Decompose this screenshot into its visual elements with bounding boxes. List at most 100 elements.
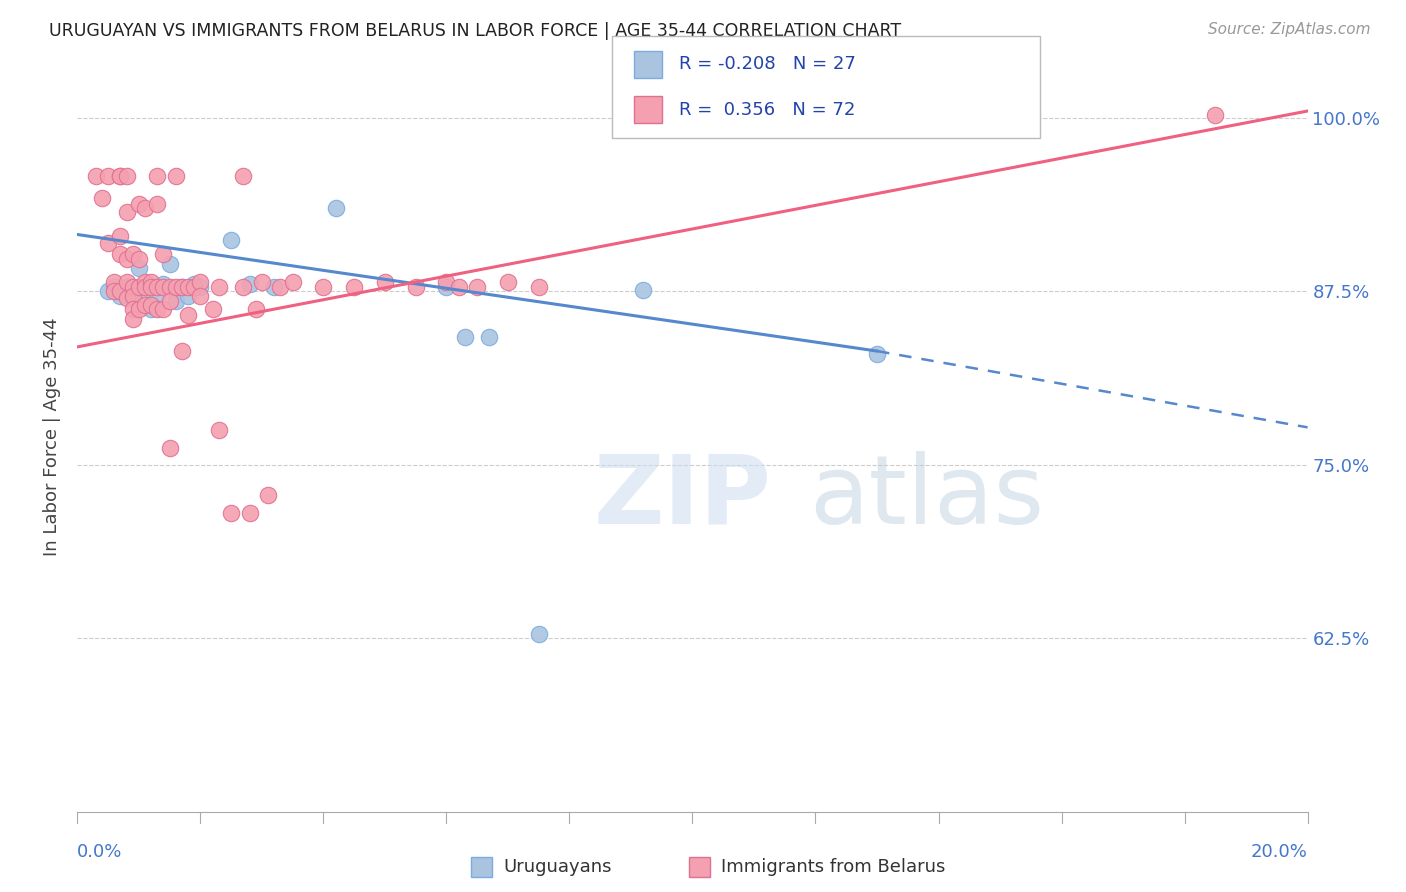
Point: [159, 280, 181, 294]
Point: [374, 275, 396, 289]
Point: [152, 280, 174, 294]
Point: [103, 280, 125, 294]
Point: [527, 627, 550, 641]
Point: [465, 280, 488, 294]
Point: [165, 280, 187, 294]
Point: [115, 252, 138, 267]
Point: [110, 285, 132, 299]
Point: [97, 235, 120, 250]
Point: [478, 330, 501, 344]
Point: [232, 280, 254, 294]
Point: [134, 288, 156, 302]
Point: [121, 288, 143, 302]
Point: [128, 280, 150, 294]
Point: [97, 169, 120, 184]
Point: [436, 280, 458, 294]
Point: [436, 275, 458, 289]
Point: [146, 280, 169, 294]
Point: [115, 275, 138, 289]
Point: [263, 280, 285, 294]
Point: [170, 280, 193, 294]
Point: [159, 294, 181, 309]
Point: [866, 347, 889, 361]
Point: [527, 280, 550, 294]
Point: [115, 205, 138, 219]
Point: [152, 302, 174, 317]
Point: [219, 507, 242, 521]
Y-axis label: In Labor Force | Age 35-44: In Labor Force | Age 35-44: [44, 318, 62, 557]
Point: [239, 277, 262, 292]
Point: [134, 280, 156, 294]
Point: [97, 285, 120, 299]
Point: [447, 280, 470, 294]
Point: [128, 302, 150, 317]
Point: [159, 257, 181, 271]
Point: [325, 201, 347, 215]
Text: URUGUAYAN VS IMMIGRANTS FROM BELARUS IN LABOR FORCE | AGE 35-44 CORRELATION CHAR: URUGUAYAN VS IMMIGRANTS FROM BELARUS IN …: [49, 22, 901, 40]
Point: [121, 247, 143, 261]
Point: [121, 280, 143, 294]
Point: [208, 423, 231, 437]
Point: [165, 169, 187, 184]
Point: [110, 288, 132, 302]
Point: [239, 507, 262, 521]
Point: [250, 275, 273, 289]
Text: 0.0%: 0.0%: [77, 843, 122, 861]
Point: [128, 252, 150, 267]
Point: [177, 308, 200, 322]
Point: [110, 228, 132, 243]
Point: [141, 275, 163, 289]
Point: [121, 291, 143, 305]
Point: [115, 291, 138, 305]
Point: [208, 280, 231, 294]
Point: [257, 488, 280, 502]
Point: [177, 288, 200, 302]
Point: [219, 233, 242, 247]
Point: [90, 191, 114, 205]
Point: [188, 275, 212, 289]
Point: [121, 312, 143, 326]
Point: [177, 280, 200, 294]
Point: [146, 197, 169, 211]
Point: [281, 275, 304, 289]
Point: [141, 302, 163, 317]
Point: [170, 280, 193, 294]
Point: [103, 285, 125, 299]
Point: [128, 280, 150, 294]
Point: [1204, 108, 1226, 122]
Point: [152, 277, 174, 292]
Text: Uruguayans: Uruguayans: [503, 858, 612, 876]
Text: Immigrants from Belarus: Immigrants from Belarus: [721, 858, 946, 876]
Point: [110, 169, 132, 184]
Text: R =  0.356   N = 72: R = 0.356 N = 72: [679, 101, 855, 119]
Text: ZIP: ZIP: [595, 450, 772, 543]
Point: [152, 247, 174, 261]
Point: [115, 280, 138, 294]
Point: [110, 247, 132, 261]
Point: [170, 344, 193, 359]
Point: [165, 294, 187, 309]
Point: [146, 280, 169, 294]
Point: [183, 280, 205, 294]
Point: [343, 280, 366, 294]
Text: atlas: atlas: [810, 450, 1045, 543]
Point: [128, 197, 150, 211]
Point: [128, 260, 150, 275]
Point: [84, 169, 107, 184]
Point: [633, 283, 655, 297]
Point: [110, 169, 132, 184]
Point: [146, 302, 169, 317]
Point: [146, 169, 169, 184]
Point: [103, 275, 125, 289]
Point: [134, 275, 156, 289]
Point: [188, 280, 212, 294]
Point: [141, 280, 163, 294]
Point: [183, 277, 205, 292]
Point: [134, 201, 156, 215]
Text: Source: ZipAtlas.com: Source: ZipAtlas.com: [1208, 22, 1371, 37]
Point: [141, 298, 163, 312]
Point: [146, 288, 169, 302]
Point: [269, 280, 291, 294]
Text: 20.0%: 20.0%: [1251, 843, 1308, 861]
Text: R = -0.208   N = 27: R = -0.208 N = 27: [679, 55, 856, 73]
